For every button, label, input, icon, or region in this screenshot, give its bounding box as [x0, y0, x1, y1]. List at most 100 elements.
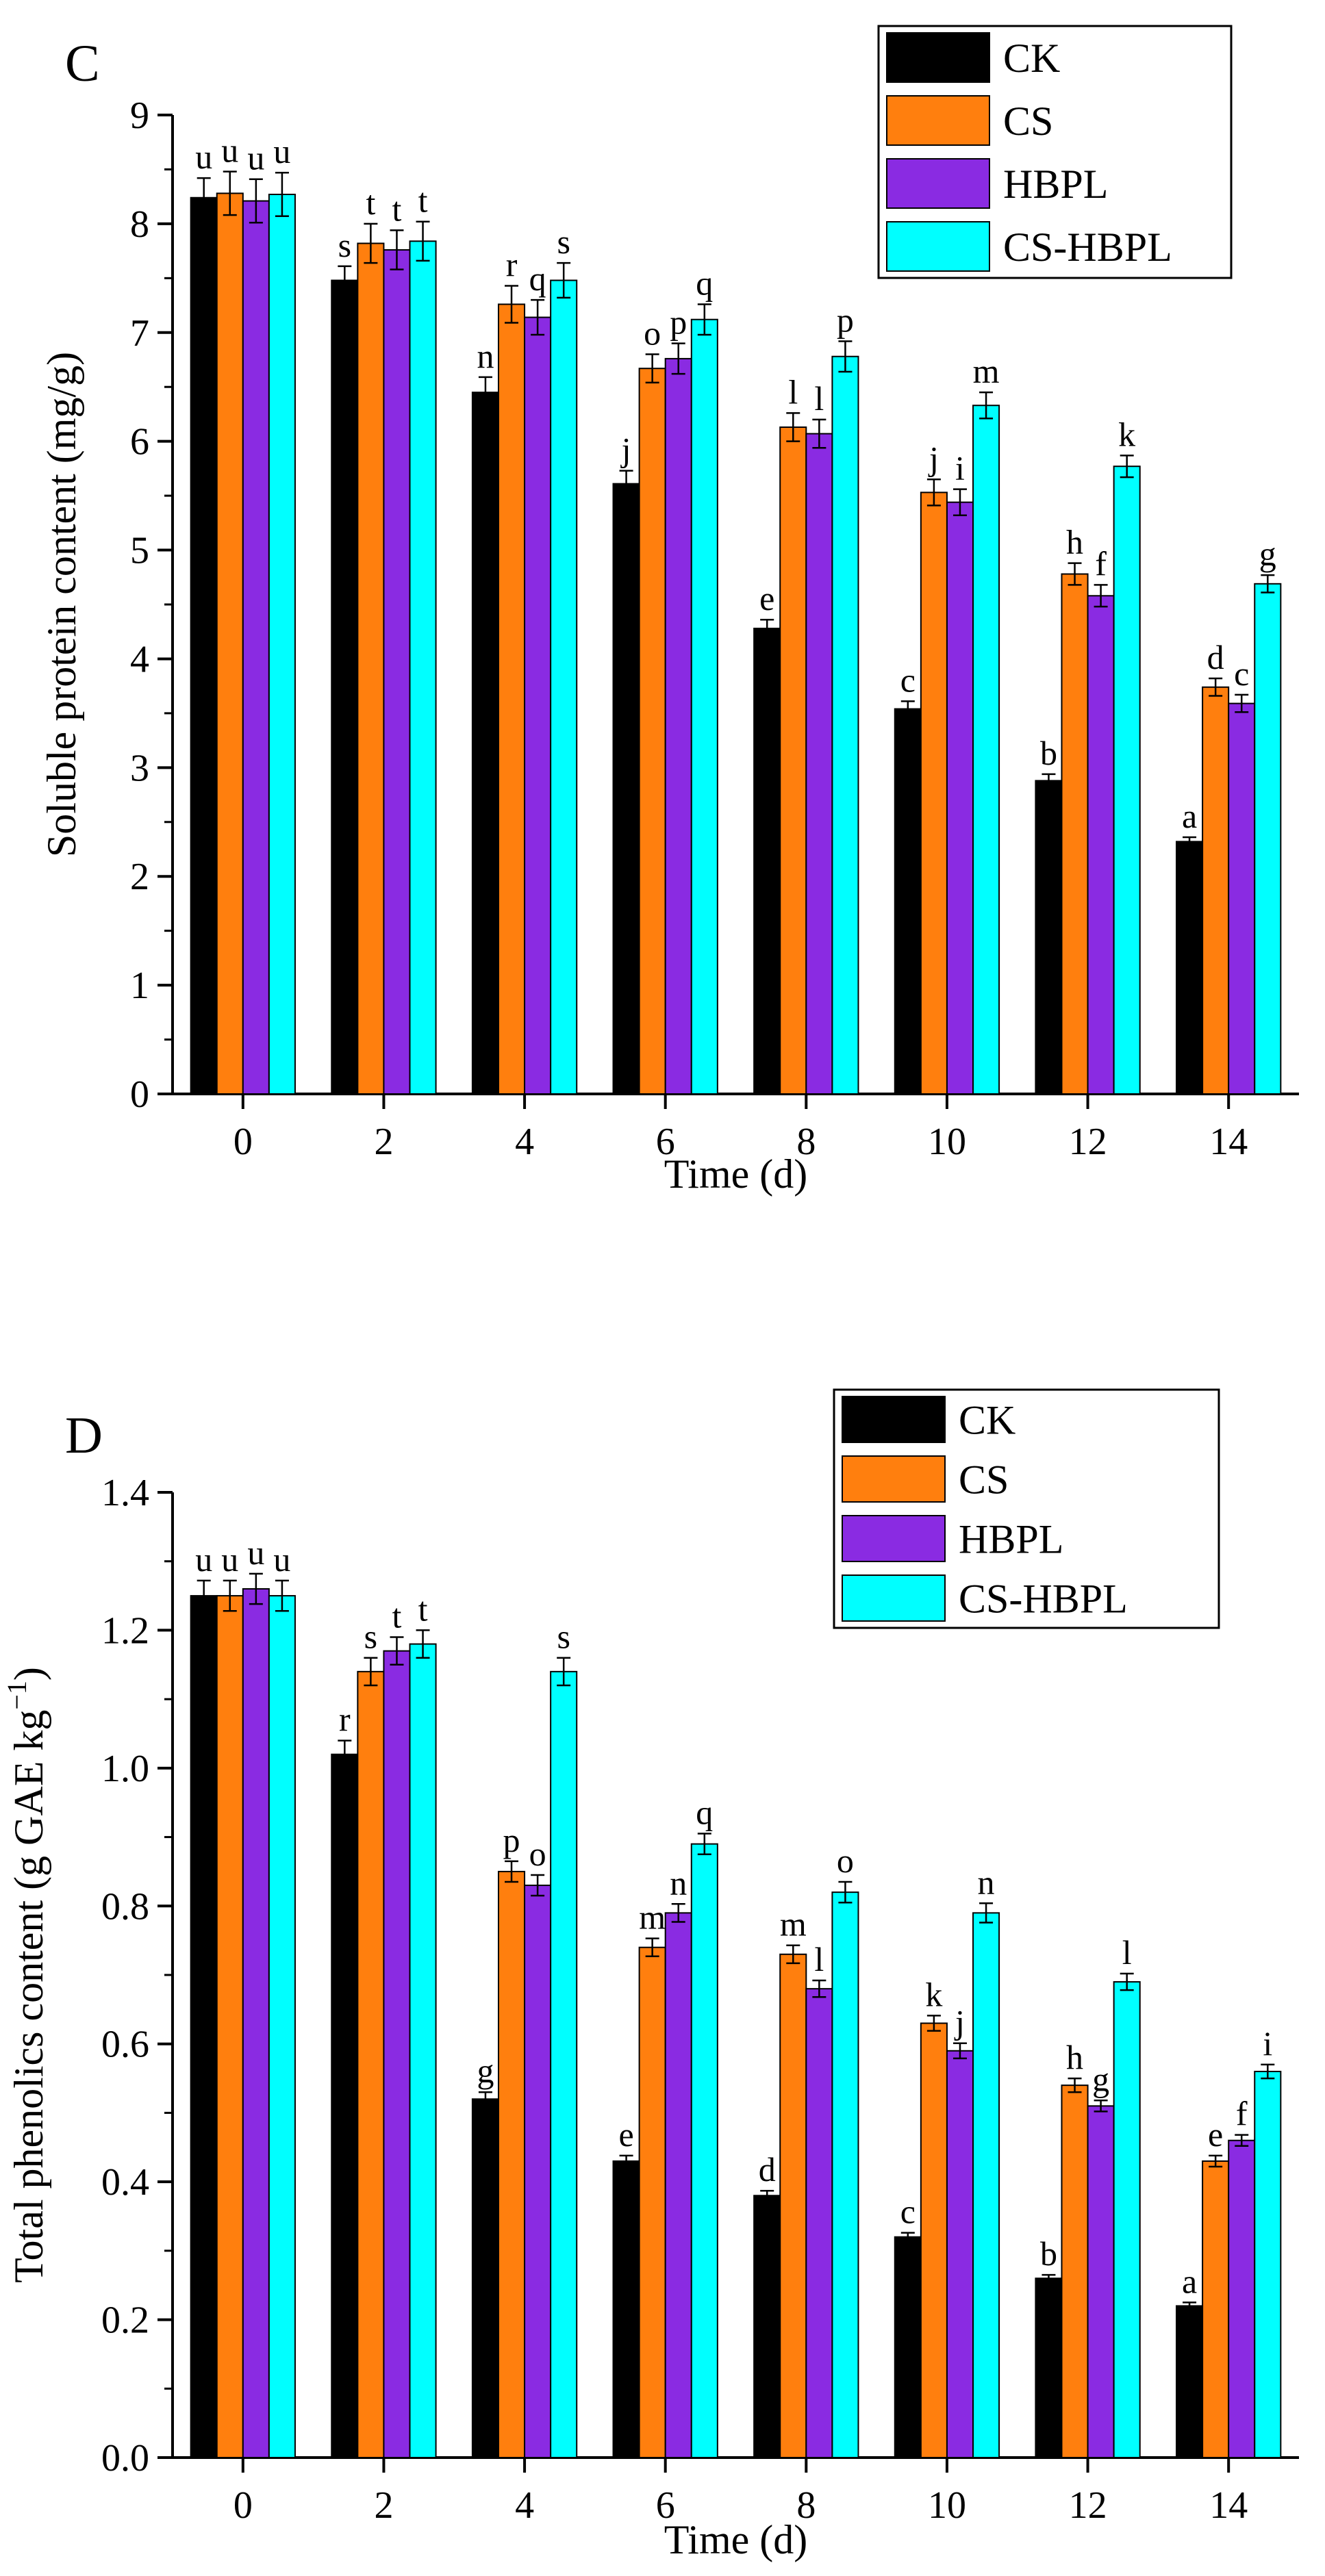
significance-letter: l [814, 1940, 824, 1978]
significance-letter: u [195, 1540, 212, 1579]
significance-letter: g [1092, 2060, 1109, 2098]
x-tick-label: 8 [796, 2484, 816, 2527]
y-axis-title: Soluble protein content (mg/g) [39, 352, 84, 857]
significance-letter: q [696, 264, 713, 302]
bar [920, 492, 948, 1095]
x-tick-label: 0 [234, 2484, 253, 2527]
bar [242, 200, 270, 1095]
bar [268, 193, 296, 1095]
y-tick-label: 0.0 [101, 2437, 149, 2479]
bar [471, 2098, 499, 2458]
bar [383, 249, 411, 1095]
y-axis-title-end: ) [6, 1667, 51, 1681]
bar [946, 501, 974, 1095]
x-axis-title: Time (d) [664, 1151, 807, 1197]
legend-label: HBPL [1003, 162, 1108, 207]
x-tick-label: 14 [1209, 1121, 1248, 1163]
significance-letter: l [788, 372, 798, 411]
x-tick-label: 10 [928, 2484, 966, 2527]
significance-letter: t [392, 190, 402, 228]
bar [894, 2236, 922, 2459]
significance-letter: c [1234, 654, 1249, 693]
bar [331, 279, 359, 1095]
significance-letter: l [1122, 1933, 1132, 1972]
significance-letter: g [477, 2052, 494, 2090]
bar [1061, 573, 1089, 1095]
bar [409, 1643, 437, 2459]
x-tick-label: 10 [928, 1121, 966, 1163]
significance-letter: d [1207, 638, 1224, 676]
bar [331, 1753, 359, 2459]
legend-swatch [886, 221, 990, 272]
significance-letter: a [1182, 797, 1197, 835]
significance-letter: u [195, 138, 212, 176]
x-tick-label: 4 [515, 2484, 534, 2527]
significance-letter: n [670, 1863, 687, 1902]
significance-letter: t [418, 1590, 428, 1628]
bar [242, 1588, 270, 2458]
significance-letter: h [1066, 2038, 1083, 2076]
significance-letter: k [1118, 415, 1135, 453]
y-tick-label: 1.4 [101, 1472, 149, 1514]
significance-letter: m [780, 1905, 807, 1943]
significance-letter: s [338, 226, 351, 264]
legend-swatch [886, 95, 990, 146]
bar [1202, 2160, 1230, 2458]
legend-label: CS [959, 1457, 1009, 1503]
x-tick-label: 12 [1069, 1121, 1107, 1163]
significance-letter: s [557, 222, 570, 261]
y-tick-label: 8 [130, 203, 149, 246]
bar [216, 192, 244, 1095]
y-tick-label: 5 [130, 530, 149, 572]
y-tick-label: 0.6 [101, 2024, 149, 2066]
significance-letter: b [1040, 734, 1057, 772]
significance-letter: o [837, 1841, 854, 1880]
bar [268, 1595, 296, 2459]
legend-swatch [842, 1515, 946, 1562]
bar [1113, 466, 1141, 1095]
y-axis-title: Total phenolics content (g GAE kg−1) [1, 1667, 51, 2283]
x-tick-label: 6 [656, 1121, 675, 1163]
significance-letter: j [928, 439, 939, 477]
bar [946, 2050, 974, 2458]
significance-letter: c [900, 2193, 916, 2231]
significance-letter: t [418, 181, 428, 220]
x-tick-label: 6 [656, 2484, 675, 2527]
bar [1113, 1981, 1141, 2459]
bar [753, 2195, 781, 2458]
bar [357, 242, 385, 1095]
significance-letter: r [339, 1700, 351, 1739]
legend-swatch [842, 1396, 946, 1443]
panel-letter: D [65, 1407, 103, 1464]
bar [550, 1670, 578, 2458]
significance-letter: p [503, 1821, 520, 1859]
bar [972, 1912, 1000, 2459]
bar [690, 1843, 718, 2458]
y-tick-label: 0 [130, 1073, 149, 1116]
significance-letter: k [925, 1975, 942, 2013]
bar [831, 1891, 859, 2458]
legend-swatch [842, 1574, 946, 1622]
bar [1228, 2139, 1256, 2459]
significance-letter: h [1066, 523, 1083, 561]
significance-letter: u [247, 139, 264, 177]
x-tick-label: 2 [374, 1121, 393, 1163]
bar [894, 708, 922, 1095]
bar [497, 303, 526, 1095]
bar [612, 483, 640, 1095]
legend-label: CS-HBPL [959, 1577, 1128, 1622]
bar [190, 196, 218, 1095]
y-tick-label: 1 [130, 965, 149, 1007]
bar [524, 1885, 552, 2459]
legend-label: CS [1003, 99, 1053, 144]
significance-letter: q [529, 259, 546, 298]
bar [690, 318, 718, 1095]
y-tick-label: 2 [130, 856, 149, 898]
x-tick-label: 4 [515, 1121, 534, 1163]
legend-label: CK [959, 1398, 1015, 1443]
x-tick-label: 2 [374, 2484, 393, 2527]
bar [920, 2022, 948, 2458]
bar [357, 1670, 385, 2458]
